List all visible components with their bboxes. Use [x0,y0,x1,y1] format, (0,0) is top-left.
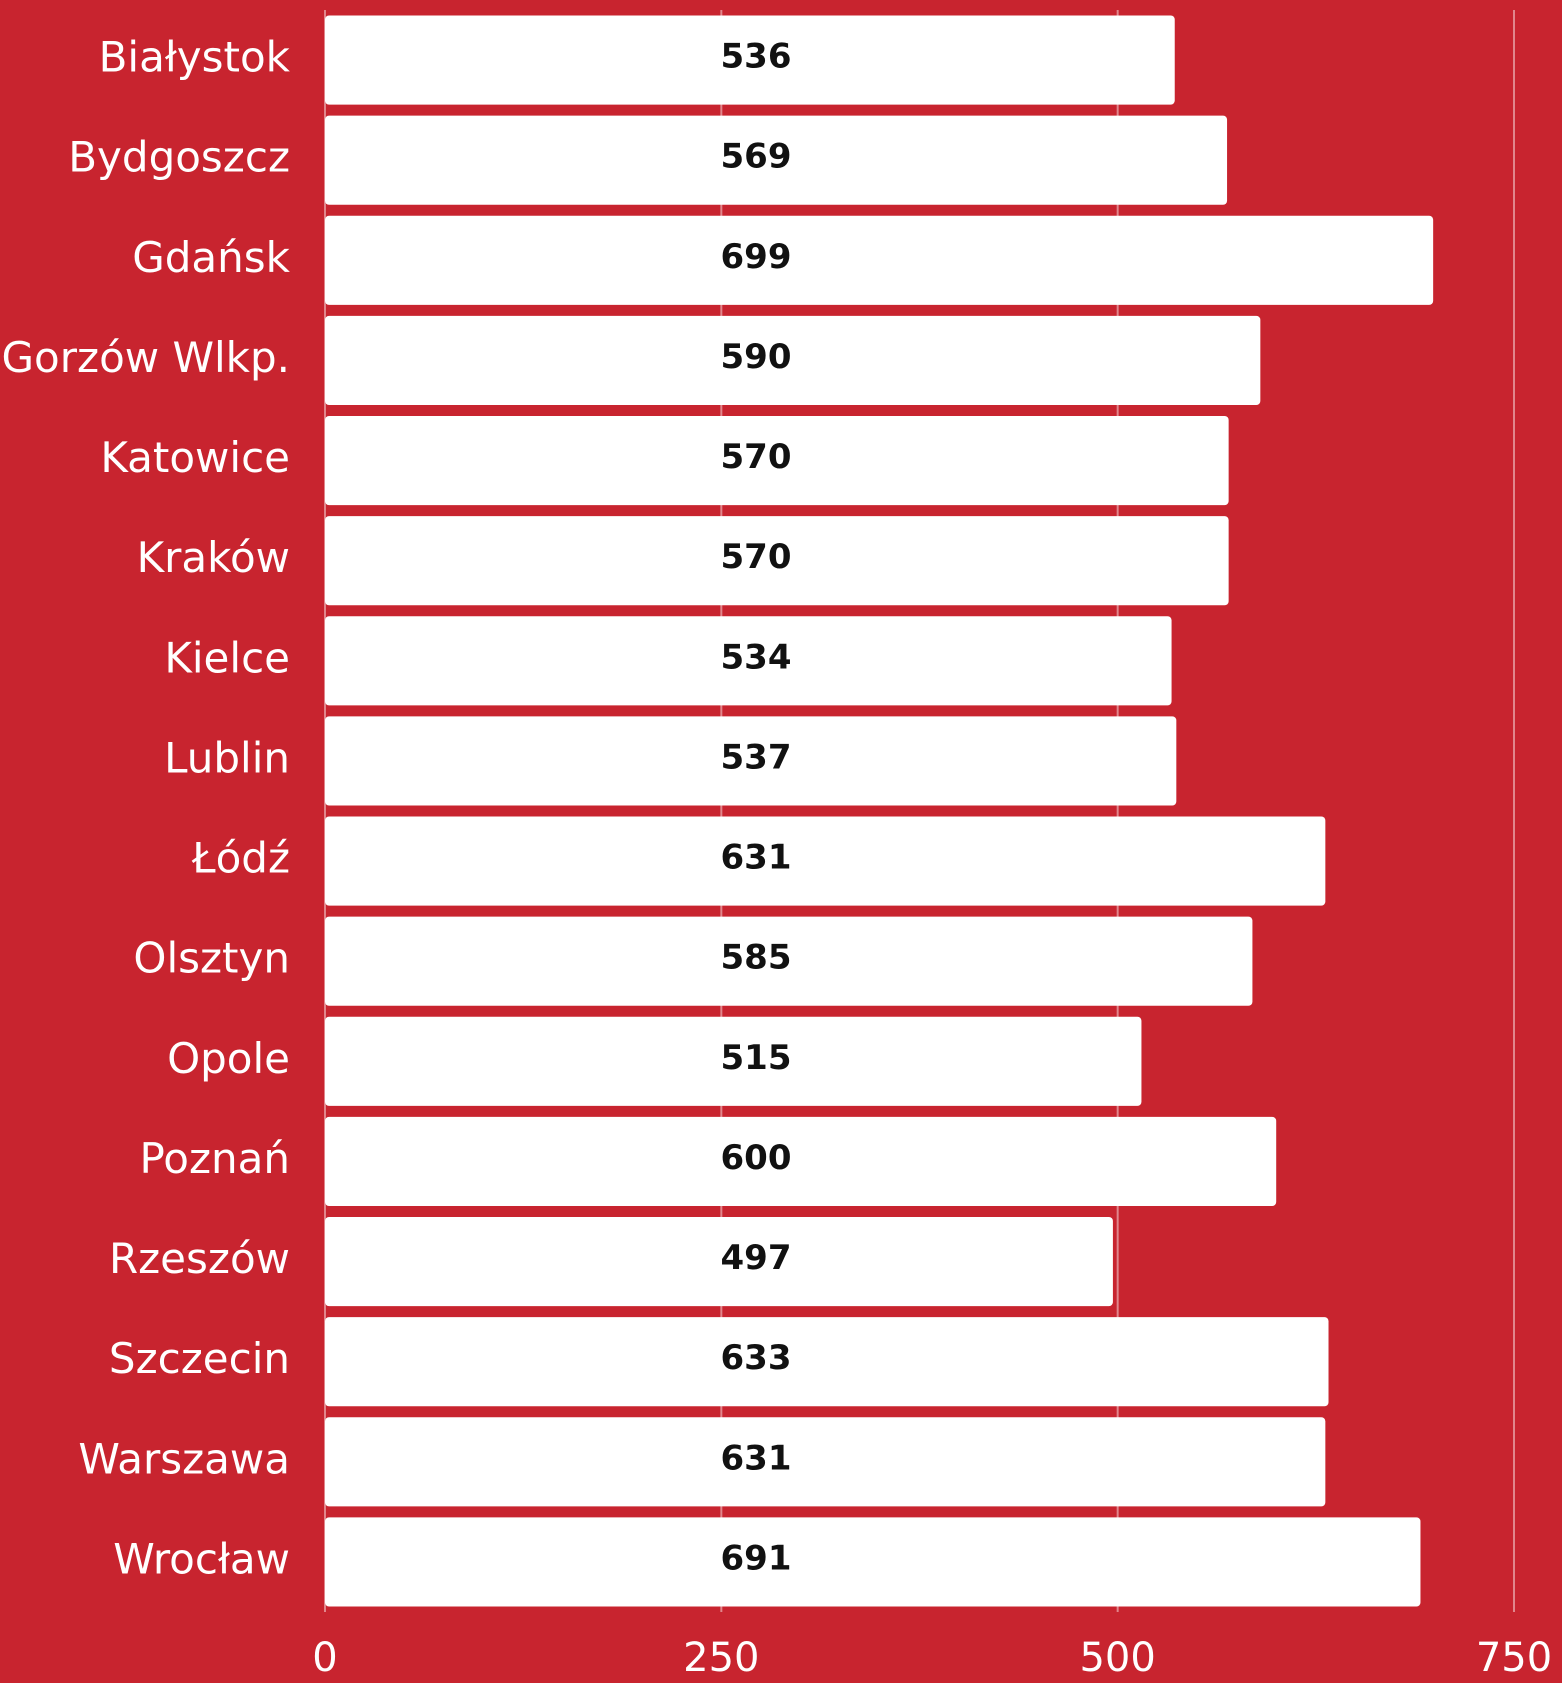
bar [325,315,1261,405]
y-tick-label: Warszawa [78,1434,290,1483]
x-tick-label: 250 [683,1635,759,1681]
value-label: 569 [721,137,792,177]
bar [325,916,1253,1006]
bar [325,1417,1326,1507]
value-label: 497 [721,1238,792,1278]
value-label: 515 [721,1038,792,1078]
bar [325,416,1229,506]
y-tick-label: Wrocław [113,1534,290,1583]
bar [325,516,1229,606]
y-tick-label: Gdańsk [132,233,290,282]
y-tick-label: Kraków [137,533,290,582]
value-label: 633 [721,1338,792,1378]
bar [325,1016,1142,1106]
value-label: 691 [721,1538,792,1578]
y-tick-label: Poznań [139,1134,290,1183]
y-tick-label: Szczecin [109,1334,290,1383]
y-tick-label: Opole [167,1034,290,1083]
bar [325,215,1434,305]
bar [325,716,1177,806]
bar [325,115,1228,205]
value-label: 600 [721,1138,792,1178]
y-tick-label: Kielce [164,633,290,682]
x-tick-label: 500 [1079,1635,1155,1681]
bar [325,1116,1277,1206]
y-tick-label: Bydgoszcz [68,133,290,182]
value-label: 537 [721,737,792,777]
value-label: 585 [721,938,792,978]
value-label: 570 [721,537,792,577]
bar [325,1317,1329,1407]
y-tick-label: Olsztyn [133,934,290,983]
value-label: 590 [721,337,792,377]
value-label: 536 [721,37,792,77]
bar [325,1517,1421,1607]
bar [325,1217,1113,1307]
x-tick-label: 0 [312,1635,337,1681]
y-tick-label: Katowice [100,433,290,482]
value-label: 699 [721,237,792,277]
y-tick-label: Białystok [99,33,291,82]
bar [325,816,1326,906]
y-tick-label: Lublin [164,733,290,782]
value-label: 631 [721,1438,792,1478]
value-label: 534 [721,637,792,677]
y-tick-label: Gorzów Wlkp. [2,333,290,382]
value-label: 570 [721,437,792,477]
value-label: 631 [721,838,792,878]
y-tick-label: Łódź [191,834,290,883]
y-tick-label: Rzeszów [109,1234,290,1283]
bar [325,616,1172,706]
x-tick-label: 750 [1476,1635,1552,1681]
bar [325,15,1175,105]
